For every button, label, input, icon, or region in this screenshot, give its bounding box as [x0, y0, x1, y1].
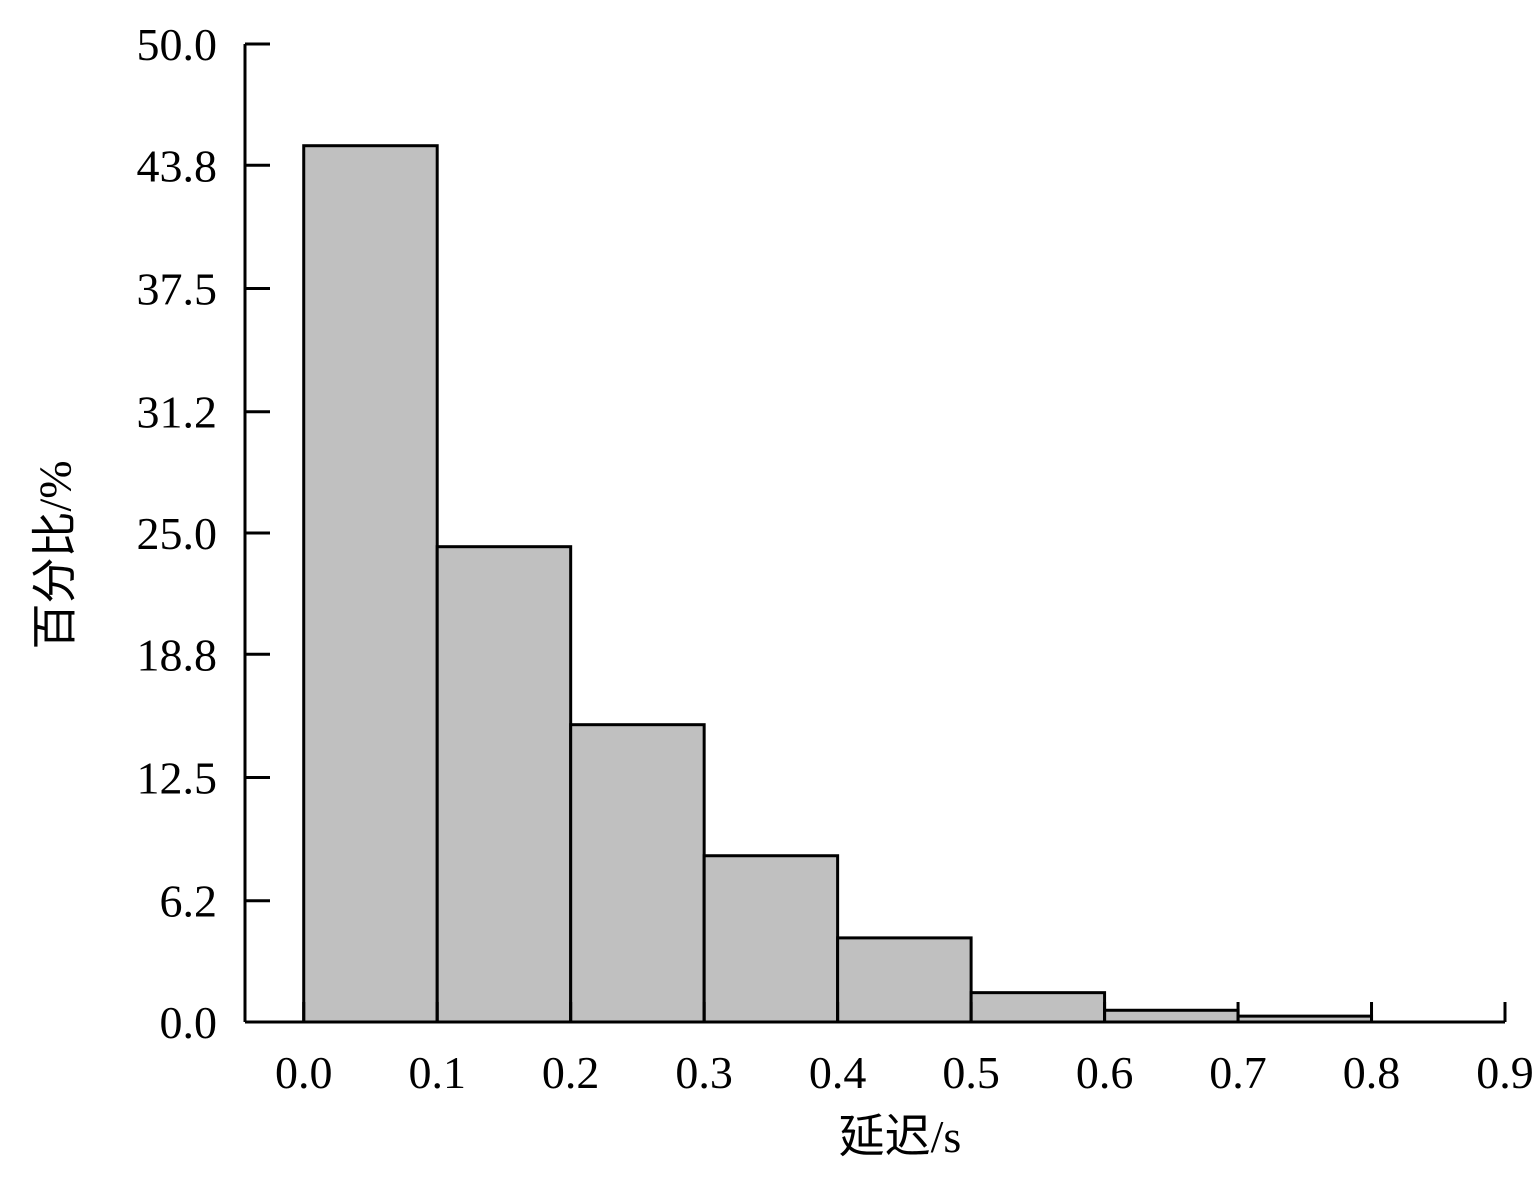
x-tick-label: 0.3: [675, 1047, 733, 1098]
y-tick-label: 12.5: [137, 753, 218, 804]
bar: [1103, 1008, 1240, 1024]
y-tick-label: 25.0: [137, 508, 218, 559]
x-tick-label: 0.1: [408, 1047, 466, 1098]
y-tick-label: 6.2: [160, 876, 218, 927]
x-tick-label: 0.0: [275, 1047, 333, 1098]
bar: [435, 545, 573, 1024]
y-tick-label: 43.8: [137, 140, 218, 191]
x-tick-label: 0.2: [542, 1047, 600, 1098]
y-tick-label: 37.5: [137, 264, 218, 315]
y-tick-label: 31.2: [137, 387, 218, 438]
x-tick-label: 0.6: [1076, 1047, 1134, 1098]
x-tick-label: 0.9: [1476, 1047, 1534, 1098]
x-tick-label: 0.5: [942, 1047, 1000, 1098]
y-tick-label: 0.0: [160, 997, 218, 1048]
bar: [702, 854, 840, 1024]
x-tick-label: 0.7: [1209, 1047, 1267, 1098]
y-axis-label: 百分比/%: [30, 460, 81, 649]
bar: [302, 144, 439, 1024]
x-axis-label: 延迟/s: [839, 1111, 962, 1162]
y-tick-label: 50.0: [137, 19, 218, 70]
bar: [969, 991, 1107, 1024]
x-tick-label: 0.8: [1343, 1047, 1401, 1098]
bar: [569, 723, 706, 1024]
x-tick-label: 0.4: [809, 1047, 867, 1098]
bar: [836, 936, 973, 1024]
y-tick-label: 18.8: [137, 629, 218, 680]
